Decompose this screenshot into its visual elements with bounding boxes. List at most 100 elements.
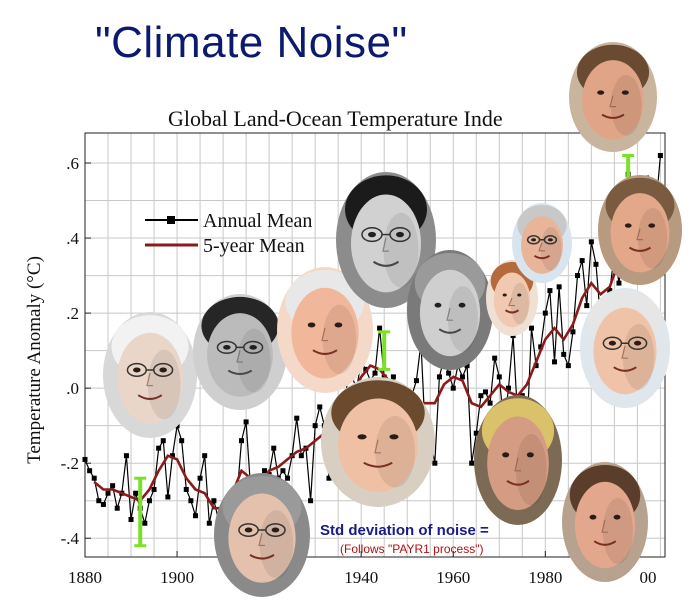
legend: Annual Mean 5-year Mean — [145, 210, 312, 257]
annual-point — [533, 363, 539, 369]
annual-point — [579, 258, 585, 264]
five-year-mean-line — [93, 192, 648, 510]
annual-point — [100, 501, 106, 507]
annual-point — [312, 423, 318, 429]
annual-point — [114, 505, 120, 511]
annual-point — [482, 389, 488, 395]
annual-point — [473, 430, 479, 436]
face-photo-14 — [562, 462, 648, 582]
annual-point — [478, 393, 484, 399]
annual-point — [133, 490, 139, 496]
annual-point — [188, 498, 194, 504]
y-tick-label: .4 — [66, 229, 79, 248]
annual-point — [243, 419, 249, 425]
annual-point — [538, 344, 544, 350]
chart-title: Global Land-Ocean Temperature Inde — [168, 106, 503, 131]
annual-point — [570, 329, 576, 335]
y-tick-label: .0 — [66, 379, 79, 398]
annual-point — [450, 385, 456, 391]
annual-point — [377, 325, 383, 331]
face-photo-10 — [580, 288, 670, 408]
x-tick-label: 1940 — [344, 568, 378, 587]
annual-point — [192, 513, 198, 519]
annual-point — [616, 280, 622, 286]
annual-point — [390, 374, 396, 380]
annual-point — [206, 520, 212, 526]
annual-point — [280, 468, 286, 474]
slide-title: "Climate Noise" — [95, 18, 408, 67]
legend-annual-label: Annual Mean — [203, 210, 312, 232]
annual-point — [436, 374, 442, 380]
x-tick-label: 1960 — [436, 568, 470, 587]
annual-point — [262, 468, 268, 474]
y-tick-label: -.2 — [61, 454, 79, 473]
annual-point — [556, 284, 562, 290]
annual-point — [575, 273, 581, 279]
y-tick-label: .2 — [66, 304, 79, 323]
annual-point — [142, 520, 148, 526]
annual-point — [179, 438, 185, 444]
y-tick-label: .6 — [66, 154, 79, 173]
annual-point — [607, 288, 613, 294]
annual-point — [496, 374, 502, 380]
annual-point — [96, 498, 102, 504]
face-photo-2 — [193, 294, 287, 410]
annual-point — [372, 370, 378, 376]
face-photo-4 — [336, 172, 436, 308]
annual-point — [294, 415, 300, 421]
annual-point — [82, 456, 88, 462]
x-tick-label: 00 — [640, 568, 657, 587]
annual-point — [552, 359, 558, 365]
annual-point — [317, 404, 323, 410]
annual-point — [211, 498, 217, 504]
face-photo-13 — [214, 473, 310, 597]
annual-point — [146, 498, 152, 504]
face-photo-8 — [569, 42, 657, 152]
y-tick-label: -.4 — [61, 529, 80, 548]
annotation-sub: (Follows "PAYR1 process") — [340, 542, 483, 556]
annual-point — [505, 385, 511, 391]
annual-point — [128, 516, 134, 522]
annual-point — [285, 475, 291, 481]
annual-point — [446, 370, 452, 376]
annual-point — [87, 468, 93, 474]
annual-point — [202, 453, 208, 459]
annual-point — [151, 486, 157, 492]
annual-point — [110, 483, 116, 489]
y-axis-label: Temperature Anomaly (°C) — [24, 256, 45, 464]
error-bars — [134, 154, 635, 548]
annual-point — [308, 498, 314, 504]
error-bar — [378, 330, 391, 371]
x-tick-label: 1880 — [68, 568, 102, 587]
annual-point — [487, 400, 493, 406]
annual-point — [593, 261, 599, 267]
annual-point — [432, 460, 438, 466]
legend-annual-marker — [167, 216, 175, 224]
annual-point — [169, 453, 175, 459]
annual-point — [464, 363, 470, 369]
legend-5yr-label: 5-year Mean — [203, 235, 305, 257]
annual-point — [239, 438, 245, 444]
annual-point — [561, 351, 567, 357]
annual-point — [492, 355, 498, 361]
annual-point — [160, 438, 166, 444]
faces-layer — [103, 42, 682, 597]
annual-point — [547, 288, 553, 294]
x-tick-label: 1900 — [160, 568, 194, 587]
annual-point — [584, 303, 590, 309]
face-photo-1 — [103, 312, 197, 438]
annual-point — [183, 486, 189, 492]
face-photo-11 — [321, 377, 435, 507]
annual-point — [657, 153, 663, 159]
face-photo-5 — [407, 250, 493, 370]
face-photo-7 — [512, 203, 572, 283]
annotation-main: Std deviation of noise = — [320, 522, 489, 539]
annual-point — [105, 490, 111, 496]
annual-point — [271, 445, 277, 451]
annual-point — [156, 445, 162, 451]
axis-ticks: 1880 1900 1940 1960 1980 00 -.4 -.2 .0 .2 .4 .6 — [61, 154, 657, 587]
annual-point — [298, 453, 304, 459]
annual-point — [459, 374, 465, 380]
face-photo-9 — [598, 175, 682, 285]
